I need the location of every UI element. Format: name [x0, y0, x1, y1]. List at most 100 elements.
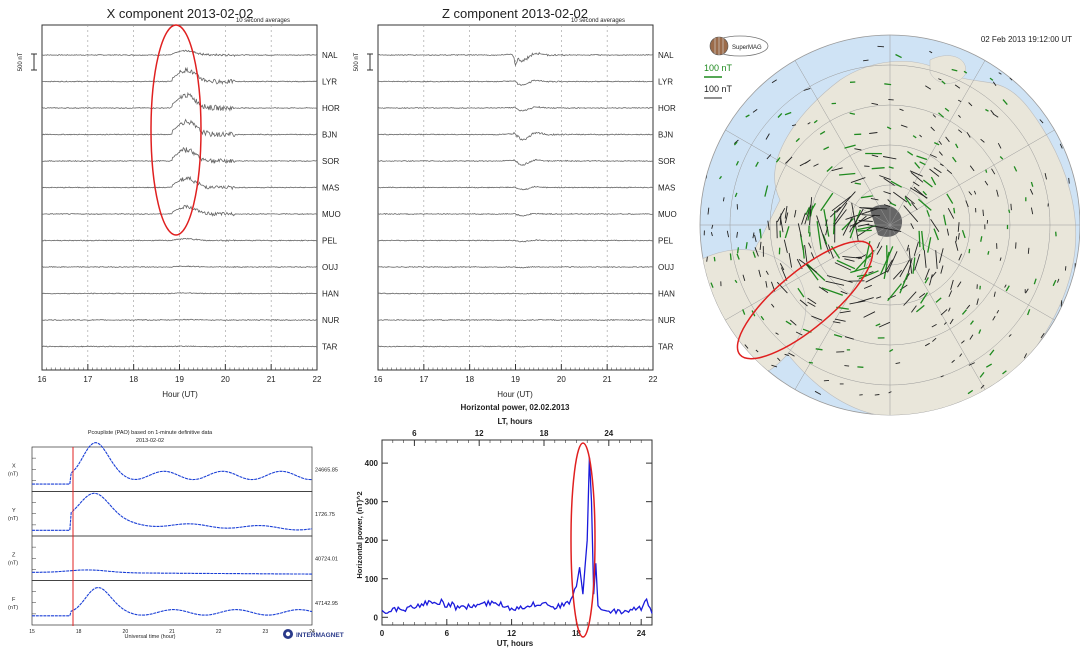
- ground-vector: [888, 166, 894, 169]
- ground-vector: [729, 253, 732, 261]
- ground-vector: [734, 279, 738, 284]
- model-vector: [726, 230, 730, 238]
- model-vector: [759, 241, 762, 250]
- station-trace-nal: [378, 51, 654, 67]
- ground-vector: [808, 232, 811, 237]
- model-vector: [784, 353, 789, 357]
- model-vector: [966, 132, 971, 138]
- ground-vector: [989, 77, 994, 81]
- model-vector: [935, 250, 938, 269]
- model-vector: [849, 214, 876, 227]
- model-vector: [842, 255, 863, 259]
- pc-row-label: Y: [12, 508, 16, 514]
- z-panel-note: 10 second averages: [571, 18, 625, 24]
- model-vector: [968, 102, 973, 107]
- model-vector: [825, 280, 845, 286]
- x-panel-station-labels: NAL LYR HOR BJN SOR MAS MUO PEL OUJ HAN NUR TAR: [322, 51, 341, 352]
- ground-vector: [1026, 309, 1031, 316]
- model-vector: [785, 156, 793, 164]
- model-vector: [1059, 143, 1063, 149]
- model-vector: [854, 148, 862, 151]
- model-vector: [958, 129, 963, 134]
- ground-vector: [904, 196, 912, 207]
- ground-vector: [989, 349, 995, 356]
- station-label-nal: NAL: [322, 51, 338, 60]
- model-vector: [1030, 207, 1034, 215]
- x-tick-label: 21: [267, 375, 276, 384]
- station-label-muo: MUO: [658, 210, 677, 219]
- ground-vector: [857, 229, 872, 232]
- model-vector: [771, 79, 777, 84]
- pc-row-trace: [32, 569, 312, 575]
- model-vector: [950, 279, 954, 290]
- hp-top-axis-label: LT, hours: [498, 417, 534, 426]
- ground-vector: [713, 256, 716, 262]
- ground-vector: [805, 263, 819, 281]
- station-label-pel: PEL: [658, 237, 674, 246]
- station-trace-nur: [378, 319, 654, 322]
- model-vector: [783, 239, 788, 254]
- longitude-line: [889, 224, 1064, 326]
- model-vector: [982, 209, 984, 217]
- station-label-sor: SOR: [322, 157, 340, 166]
- station-trace-mas: [377, 185, 654, 191]
- legend-black-label: 100 nT: [704, 84, 733, 94]
- z-panel-scale-bar: 500 nT: [354, 52, 373, 71]
- ground-vector: [805, 207, 810, 216]
- model-vector: [795, 331, 803, 336]
- pc-row-unit: (nT): [8, 516, 18, 522]
- model-vector: [807, 122, 811, 125]
- station-trace-lyr: [377, 79, 654, 86]
- ground-vector: [930, 176, 937, 186]
- intermagnet-logo-text: INTERMAGNET: [296, 632, 344, 639]
- pc-row-label: X: [12, 463, 16, 469]
- model-vector: [857, 223, 870, 227]
- ground-vector: [733, 141, 738, 146]
- pc-panel-rows: X (nT) 24665.85 Y (nT) 1726.75 Z (nT) 40724.01 F (…: [8, 442, 338, 626]
- ground-vector: [944, 107, 950, 112]
- model-vector: [887, 251, 898, 273]
- ground-vector: [920, 292, 929, 304]
- ground-vector: [734, 192, 738, 198]
- ground-vector: [1002, 99, 1008, 106]
- model-vector: [911, 202, 918, 211]
- hp-top-tick-label: 24: [604, 429, 613, 438]
- model-vector: [991, 168, 996, 175]
- ground-vector: [969, 320, 974, 325]
- model-vector: [825, 226, 829, 236]
- model-vector: [813, 163, 819, 167]
- station-trace-bjn: [41, 118, 318, 138]
- ground-vector: [833, 333, 843, 338]
- ground-vector: [819, 130, 826, 135]
- hp-y-tick-label: 100: [365, 575, 379, 584]
- pc-panel-xlabel: Universal time (hour): [124, 634, 175, 640]
- x-panel-xlabel: Hour (UT): [162, 390, 198, 399]
- pc-row-unit: (nT): [8, 560, 18, 566]
- model-vector: [827, 244, 834, 259]
- model-vector: [788, 252, 793, 268]
- model-vector: [1029, 188, 1034, 195]
- ground-vector: [826, 166, 833, 172]
- ground-vector: [854, 182, 862, 185]
- ground-vector: [953, 207, 956, 214]
- ground-vector: [1052, 279, 1057, 287]
- map-legend: 100 nT 100 nT: [704, 63, 733, 99]
- station-trace-pel: [377, 239, 654, 243]
- model-vector: [957, 222, 960, 232]
- supermag-logo-text: SuperMAG: [732, 45, 762, 51]
- z-panel-gridlines: [423, 25, 608, 370]
- ground-vector: [916, 155, 928, 161]
- model-vector: [834, 318, 846, 322]
- model-vector: [767, 220, 770, 231]
- longitude-line: [789, 51, 891, 226]
- model-vector: [961, 340, 965, 344]
- pc-x-tick-label: 22: [216, 629, 222, 635]
- station-trace-sor: [377, 158, 654, 166]
- hp-xlabel: UT, hours: [497, 639, 534, 648]
- model-vector: [931, 324, 937, 328]
- station-label-hor: HOR: [322, 104, 340, 113]
- model-vector: [839, 310, 851, 314]
- model-vector: [845, 208, 878, 220]
- model-vector: [914, 253, 921, 271]
- ground-vector: [785, 320, 792, 326]
